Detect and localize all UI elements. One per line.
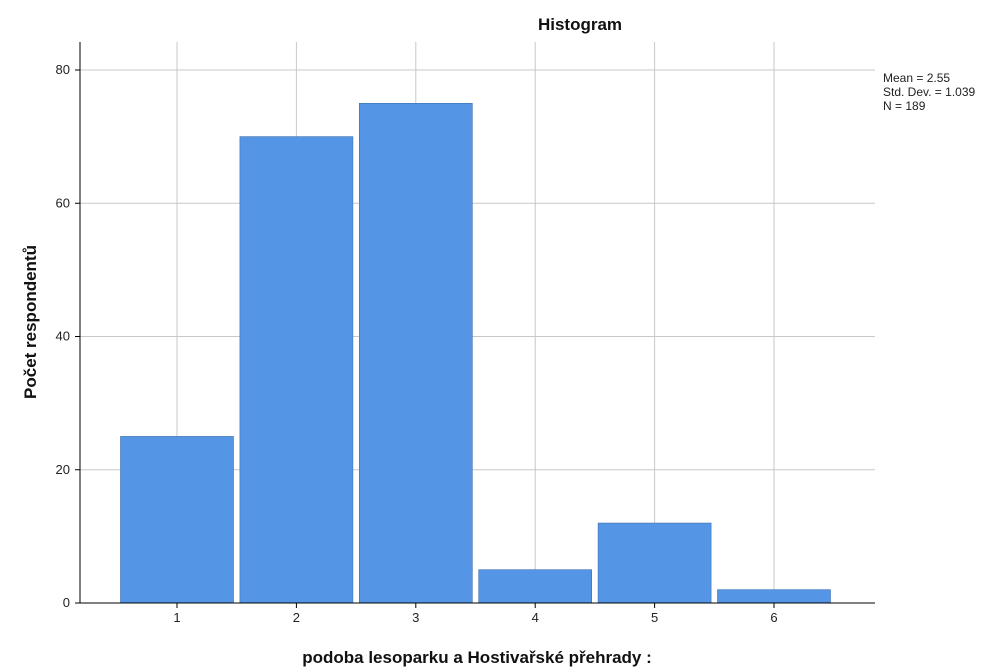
histogram-bar (358, 103, 473, 604)
x-axis-title: podoba lesoparku a Hostivařské přehrady … (302, 648, 652, 667)
histogram-bar (239, 136, 354, 604)
x-tick-label: 5 (651, 610, 658, 625)
stat-std-dev: Std. Dev. = 1.039 (883, 85, 975, 99)
ticks-layer: 0 20 40 60 80 1 2 3 4 5 6 (56, 62, 778, 625)
stat-mean: Mean = 2.55 (883, 71, 950, 85)
y-tick-label: 20 (56, 462, 70, 477)
y-tick-label: 40 (56, 329, 70, 344)
histogram-bar (120, 436, 234, 604)
y-tick-label: 0 (63, 595, 70, 610)
y-tick-label: 80 (56, 62, 70, 77)
x-tick-label: 2 (293, 610, 300, 625)
histogram-bar (717, 589, 831, 604)
y-tick-label: 60 (56, 195, 70, 210)
stat-n: N = 189 (883, 99, 926, 113)
x-tick-label: 4 (532, 610, 539, 625)
x-tick-label: 1 (173, 610, 180, 625)
y-axis-title: Počet respondentů (21, 245, 40, 399)
x-tick-label: 3 (412, 610, 419, 625)
bars-layer (120, 103, 831, 604)
chart-title: Histogram (538, 15, 622, 34)
histogram-bar (478, 569, 593, 604)
histogram-bar (597, 522, 712, 604)
x-tick-label: 6 (770, 610, 777, 625)
axes-layer (79, 42, 875, 604)
